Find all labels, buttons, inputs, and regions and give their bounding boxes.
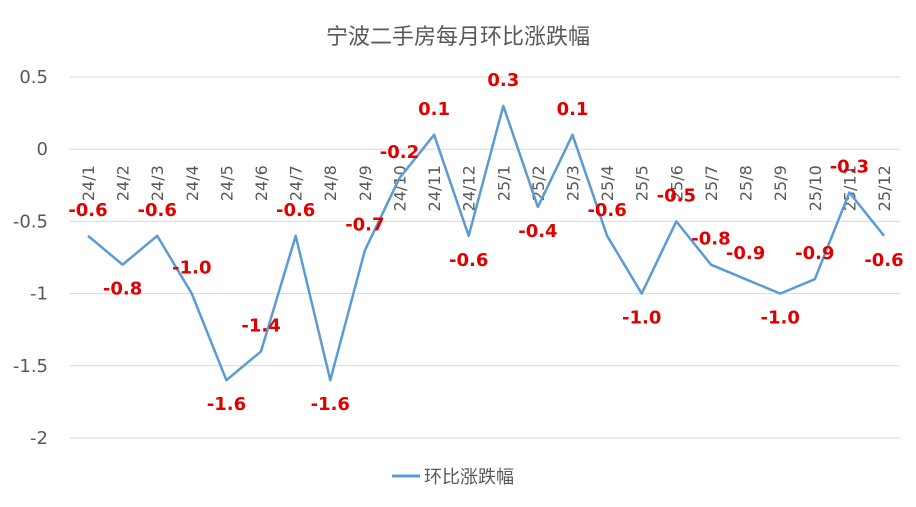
data-label: -1.6 [207, 394, 246, 415]
x-tick-label: 25/6 [667, 165, 686, 201]
data-label: -0.6 [68, 200, 107, 221]
x-tick-label: 24/7 [287, 165, 306, 201]
gridlines [70, 76, 900, 439]
data-label: -0.8 [103, 279, 142, 300]
data-labels: -0.6 -0.8 -0.6 -1.0 -1.6 -1.4 -0.6 -1.6 -0.7 -0.2… [68, 70, 903, 415]
legend: 环比涨跌幅 [392, 467, 514, 488]
x-tick-label: 25/5 [633, 165, 652, 201]
x-tick-label: 25/9 [771, 165, 790, 201]
y-tick-label: -1.5 [13, 356, 48, 377]
y-axis-ticks: 0.5 0 -0.5 -1 -1.5 -2 [13, 67, 48, 449]
data-label: -0.4 [518, 221, 557, 242]
data-label: -0.7 [345, 214, 384, 235]
chart-title: 宁波二手房每月环比涨跌幅 [326, 25, 590, 50]
data-label: -0.6 [449, 250, 488, 271]
y-tick-label: -0.5 [13, 211, 48, 232]
data-label: -1.0 [172, 258, 211, 279]
x-tick-label: 25/7 [702, 165, 721, 201]
data-label: -0.9 [795, 243, 834, 264]
data-label: -0.6 [276, 200, 315, 221]
data-label: 0.3 [487, 70, 519, 91]
x-axis-ticks: 24/1 24/2 24/3 24/4 24/5 24/6 24/7 24/8 24/9 24/1… [79, 165, 894, 211]
data-label: -0.8 [691, 229, 730, 250]
x-tick-label: 24/8 [321, 165, 340, 201]
x-tick-label: 24/12 [460, 165, 479, 211]
x-tick-label: 25/12 [875, 165, 894, 211]
x-tick-label: 25/2 [529, 165, 548, 201]
data-label: -0.6 [138, 200, 177, 221]
x-tick-label: 24/3 [148, 165, 167, 201]
x-tick-label: 24/1 [79, 165, 98, 201]
data-label: -0.5 [657, 185, 696, 206]
data-label: -1.0 [760, 308, 799, 329]
y-tick-label: -1 [30, 284, 48, 305]
x-tick-label: 24/10 [390, 165, 409, 211]
x-tick-label: 24/11 [425, 165, 444, 211]
data-label: -0.2 [380, 142, 419, 163]
data-label: -0.9 [726, 243, 765, 264]
x-tick-label: 24/9 [356, 165, 375, 201]
y-tick-label: 0.5 [19, 67, 48, 88]
data-label: -0.3 [830, 157, 869, 178]
x-tick-label: 25/4 [598, 165, 617, 201]
data-label: 0.1 [418, 99, 450, 120]
data-label: -1.0 [622, 308, 661, 329]
data-label: 0.1 [557, 99, 589, 120]
x-tick-label: 24/2 [114, 165, 133, 201]
x-tick-label: 24/4 [183, 165, 202, 201]
y-tick-label: -2 [30, 428, 48, 449]
x-tick-label: 25/8 [737, 165, 756, 201]
data-label: -1.6 [311, 394, 350, 415]
y-tick-label: 0 [37, 139, 48, 160]
series-layer [87, 104, 885, 382]
x-tick-label: 25/1 [494, 165, 513, 201]
x-tick-label: 24/6 [252, 165, 271, 201]
x-tick-label: 24/5 [217, 165, 236, 201]
x-tick-label: 25/3 [564, 165, 583, 201]
data-label: -0.6 [864, 250, 903, 271]
data-label: -1.4 [241, 315, 280, 336]
series-line [87, 104, 885, 382]
legend-label: 环比涨跌幅 [424, 467, 514, 488]
data-label: -0.6 [587, 200, 626, 221]
x-tick-label: 25/10 [806, 165, 825, 211]
